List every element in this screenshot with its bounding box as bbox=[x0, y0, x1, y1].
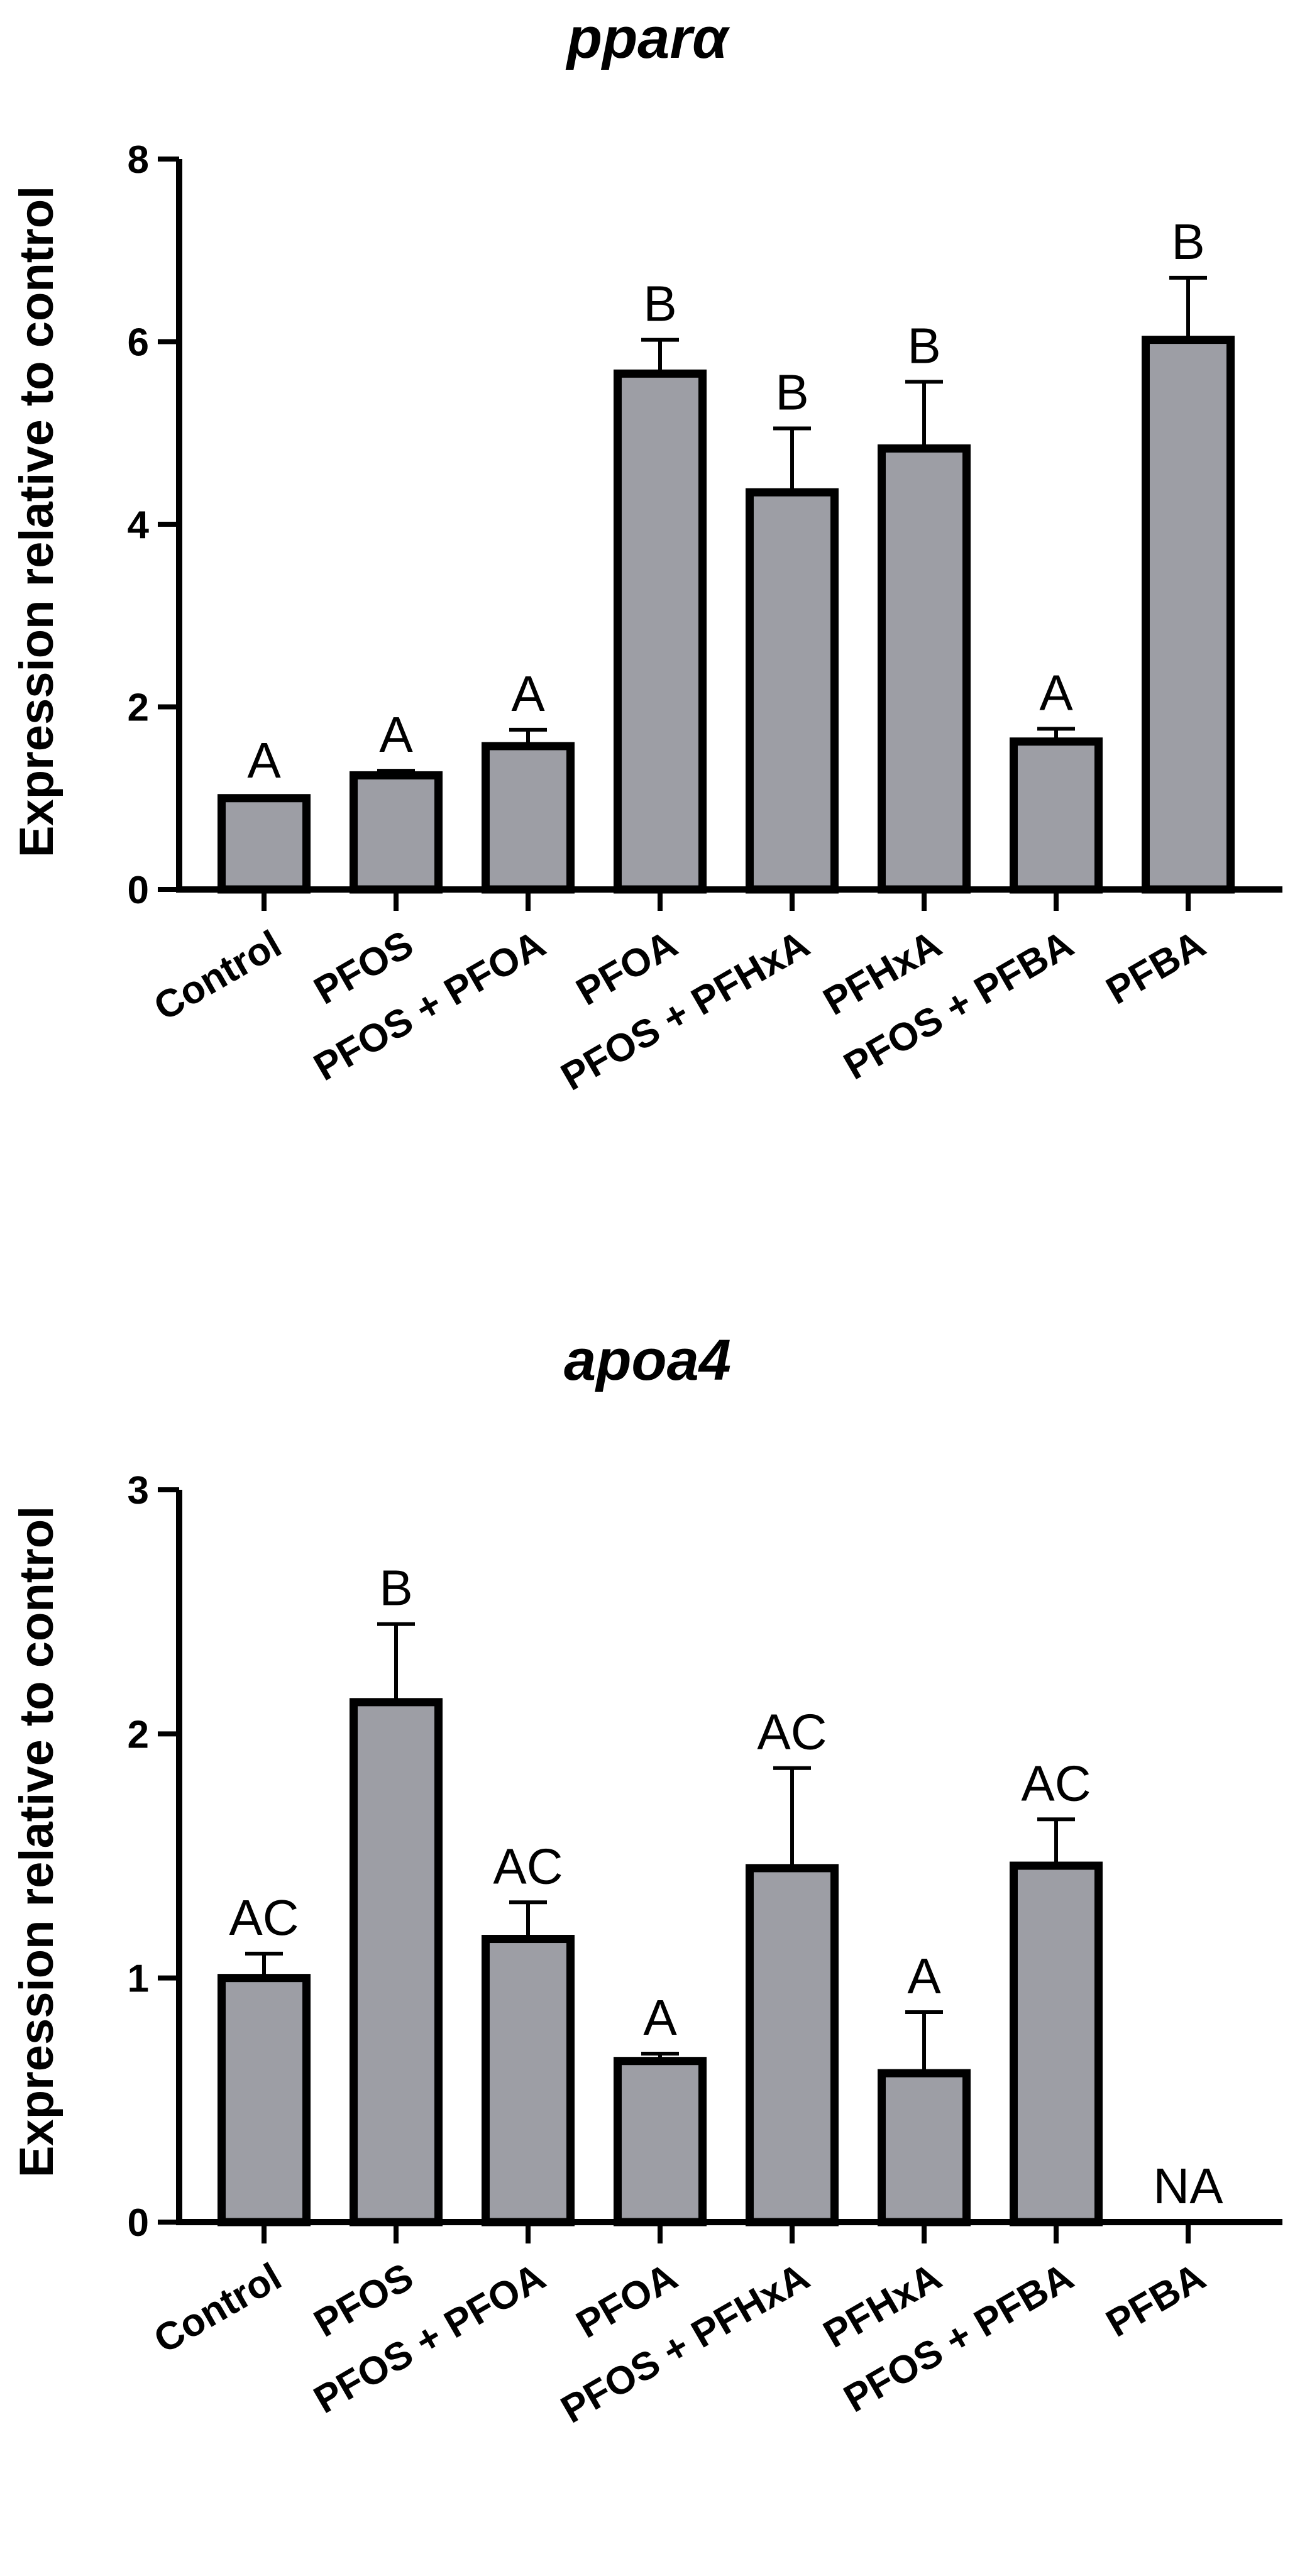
bar bbox=[350, 771, 443, 894]
bar bbox=[878, 2069, 971, 2226]
significance-label: AC bbox=[229, 1890, 299, 1946]
significance-label: A bbox=[379, 707, 413, 762]
y-tick-label: 0 bbox=[128, 869, 149, 912]
significance-label: B bbox=[775, 364, 808, 420]
bar bbox=[614, 369, 707, 894]
significance-label: A bbox=[643, 1990, 677, 2045]
significance-label: B bbox=[907, 317, 940, 373]
bar bbox=[614, 2057, 707, 2226]
y-tick-label: 3 bbox=[128, 1469, 149, 1512]
significance-label: A bbox=[247, 732, 281, 788]
significance-label: A bbox=[511, 666, 545, 722]
significance-label: B bbox=[1171, 214, 1204, 270]
y-axis-label: Expression relative to control bbox=[10, 186, 63, 858]
y-tick-label: 0 bbox=[128, 2201, 149, 2245]
significance-label: A bbox=[907, 1948, 941, 2004]
chart-ppara: pparα Expression relative to control 0 2 4… bbox=[10, 6, 1282, 1099]
significance-label: AC bbox=[1021, 1755, 1091, 1811]
x-tick-label: PFBA bbox=[1099, 922, 1213, 1013]
significance-label: AC bbox=[493, 1838, 563, 1894]
bar bbox=[1010, 737, 1103, 894]
y-tick-label: 1 bbox=[128, 1957, 149, 2001]
bar bbox=[482, 1935, 575, 2226]
bar bbox=[218, 794, 311, 894]
x-tick-label: PFOS + PFOA bbox=[307, 922, 553, 1089]
chart-apoa4: apoa4 Expression relative to control 0 1 2… bbox=[10, 1328, 1282, 2431]
x-tick-label: PFBA bbox=[1099, 2255, 1213, 2345]
chart-title: pparα bbox=[565, 6, 730, 70]
significance-label: A bbox=[1039, 664, 1073, 720]
bar bbox=[746, 488, 839, 894]
x-tick-label: Control bbox=[147, 2255, 289, 2362]
y-axis-label: Expression relative to control bbox=[10, 1506, 63, 2178]
significance-label: B bbox=[643, 276, 676, 332]
y-tick-label: 6 bbox=[128, 321, 149, 365]
significance-label: NA bbox=[1153, 2158, 1223, 2214]
x-tick-label: PFOS + PFBA bbox=[837, 922, 1081, 1088]
y-tick-label: 2 bbox=[128, 686, 149, 730]
chart-title: apoa4 bbox=[564, 1328, 731, 1392]
x-tick-label: PFOS + PFOA bbox=[307, 2255, 553, 2422]
y-tick-label: 8 bbox=[128, 138, 149, 182]
bar bbox=[350, 1698, 443, 2226]
bar bbox=[1142, 336, 1235, 894]
y-tick-label: 4 bbox=[128, 504, 150, 547]
bar bbox=[746, 1864, 839, 2226]
x-tick-label: Control bbox=[147, 922, 289, 1029]
bar bbox=[482, 742, 575, 894]
significance-label: B bbox=[379, 1560, 412, 1616]
bar bbox=[1010, 1861, 1103, 2226]
bar bbox=[878, 444, 971, 894]
bar bbox=[218, 1974, 311, 2226]
x-tick-label: PFOS + PFBA bbox=[837, 2255, 1081, 2421]
y-tick-label: 2 bbox=[128, 1713, 149, 1756]
significance-label: AC bbox=[757, 1704, 827, 1760]
